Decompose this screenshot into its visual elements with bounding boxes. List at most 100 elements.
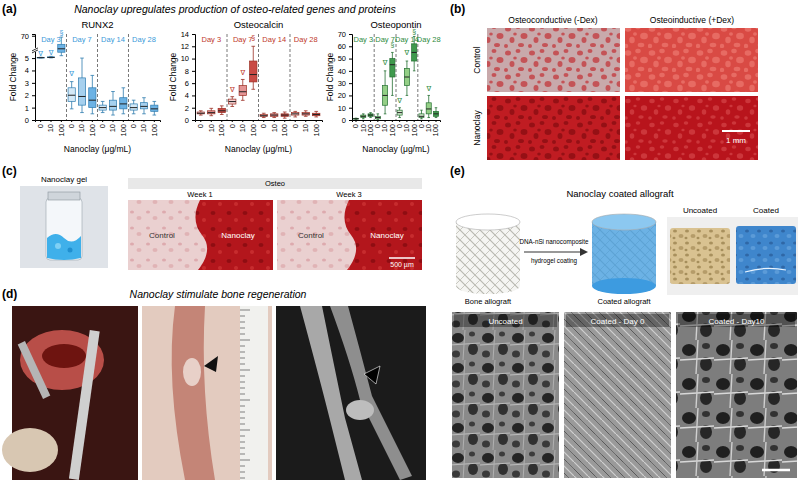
tick-label: 100 [431, 124, 440, 137]
plot-area [353, 36, 438, 119]
y-axis-title: Fold Change [168, 52, 178, 101]
tick-label: 50 [338, 54, 346, 63]
tick-label: 70 [21, 32, 29, 41]
axis-break-gap [32, 48, 38, 52]
box [130, 104, 137, 110]
median [78, 96, 85, 97]
box [404, 68, 409, 85]
median [197, 113, 204, 114]
gel-bead [68, 248, 73, 253]
tick-mark [349, 120, 352, 121]
panel-b: Osteoconductive (-Dex) Osteoinductive (+D… [472, 15, 758, 160]
median [271, 115, 278, 116]
tick-label: 10 [270, 124, 279, 132]
x-tick: 10 [270, 120, 279, 132]
nanoclay-region [195, 200, 273, 270]
whisker-cap [220, 114, 224, 115]
whisker-cap [384, 113, 387, 114]
photo-label: Coated [753, 206, 779, 215]
significance-mark: § [251, 34, 255, 41]
median [313, 114, 320, 115]
ruler-tick [240, 370, 250, 371]
y-tick: 12 [181, 42, 195, 51]
tick-label: 5 [25, 54, 29, 63]
whisker-cap [153, 101, 157, 102]
ruler-tick [240, 478, 245, 479]
whisker-cap [314, 116, 318, 117]
tick-mark [32, 36, 35, 37]
process-arrow [524, 251, 582, 252]
process-arrowhead [580, 248, 588, 256]
whisker-cap [70, 108, 74, 109]
y-tick: 1 [25, 104, 35, 113]
tick-label: 0 [228, 124, 237, 128]
box [361, 115, 366, 117]
x-tick: 10 [46, 120, 55, 132]
panel-label: (b) [450, 2, 465, 16]
tick-mark [253, 120, 254, 122]
vial-photo [20, 186, 108, 268]
x-tick: 10 [139, 120, 148, 132]
y-axis: 02468101214 [181, 30, 196, 125]
tick-mark [200, 120, 201, 122]
tick-mark [349, 59, 352, 60]
tick-mark [112, 120, 113, 122]
axis-line [32, 35, 36, 121]
sem-label-bg [678, 314, 795, 327]
x-axis-title: Nanoclay (μg/mL) [225, 144, 292, 154]
cylinder-body [456, 222, 520, 286]
wound [42, 344, 86, 368]
box [353, 118, 358, 120]
tick-mark [192, 95, 195, 96]
cylinder-top [592, 214, 656, 230]
tick-mark [363, 120, 364, 122]
tick-label: 10 [77, 124, 86, 132]
whisker-cap [122, 87, 126, 88]
box [292, 113, 299, 115]
ruler-tick [240, 394, 245, 395]
y-tick: 6 [185, 79, 195, 88]
median [375, 117, 380, 118]
column-header: Osteoconductive (-Dex) [508, 15, 597, 25]
day-separator [258, 34, 259, 120]
tick-label: 4 [185, 91, 189, 100]
ruler-tick [240, 328, 245, 329]
tick-mark [263, 120, 264, 122]
tick-mark [349, 83, 352, 84]
y-axis: 010203040506070 [338, 30, 353, 125]
sem-label: Uncoated [488, 317, 522, 326]
tick-label: 0 [291, 124, 300, 128]
panel-title: Nanoclay upregulates production of osteo… [74, 3, 396, 15]
whisker-cap [427, 117, 430, 118]
row-label: Nanoclay [472, 110, 482, 146]
panel-title: Nanoclay stimulate bone regeneration [130, 288, 307, 300]
tick-mark [370, 120, 371, 122]
day-label: Day 28 [417, 35, 441, 44]
significance-mark: ∇ [37, 50, 43, 57]
box [99, 105, 106, 110]
median [68, 95, 75, 96]
column-header: Osteoinductive (+Dex) [650, 15, 734, 25]
x-tick: 100 [150, 120, 159, 137]
ruler-tick [240, 406, 245, 407]
arrow-label: hydrogel coating [531, 257, 578, 265]
tick-label: 20 [338, 91, 346, 100]
median [208, 112, 215, 113]
tick-mark [71, 120, 72, 122]
tick-mark [154, 120, 155, 122]
significance-mark: ∇ [404, 49, 410, 56]
tick-mark [192, 46, 195, 47]
tick-mark [385, 120, 386, 122]
y-tick: 60 [338, 42, 352, 51]
ruler-tick [240, 430, 250, 431]
tick-mark [421, 120, 422, 122]
tick-mark [192, 83, 195, 84]
day-separator [128, 34, 129, 120]
whisker-cap [262, 113, 266, 114]
tick-label: 10 [207, 124, 216, 132]
photo-bg [667, 217, 798, 295]
panel-e: Nanoclay coated allograftDNA-nSi nanocom… [452, 188, 798, 478]
whisker-cap [142, 97, 146, 98]
box [109, 100, 116, 110]
tick-mark [284, 120, 285, 122]
